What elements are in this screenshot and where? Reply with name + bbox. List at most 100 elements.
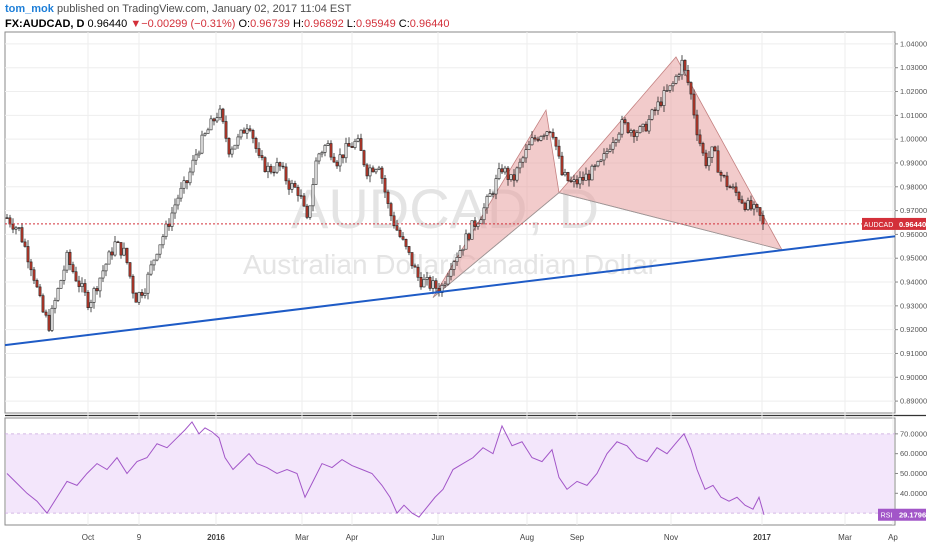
candle-up [530,137,534,146]
candle-down [386,191,390,204]
symbol-tag: AUDCAD [864,222,894,229]
candle-up [638,126,642,134]
candle-down [404,239,408,247]
candle-up [194,154,198,161]
candle-up [677,74,681,77]
candle-up [485,196,489,209]
candle-down [398,229,402,237]
candle-down [407,246,411,253]
candle-up [617,133,621,141]
candle-down [95,288,99,292]
candle-up [164,223,168,237]
candle-down [68,251,72,266]
low-value: 0.95949 [355,18,396,30]
candle-down [224,121,228,139]
candle-down [419,277,423,288]
candle-up [620,119,624,135]
x-tick-label: Aug [520,533,534,542]
candle-down [587,173,591,181]
candle-up [206,129,210,134]
candle-down [134,292,138,303]
candle-up [230,148,234,155]
candle-up [236,136,240,146]
candle-down [260,155,264,158]
candle-down [500,168,504,173]
candle-up [80,283,84,287]
candle-up [746,200,750,210]
author-link[interactable]: tom_mok [5,3,54,15]
candle-down [659,101,663,106]
candle-up [98,277,102,292]
candle-up [455,256,459,263]
candle-up [353,140,357,148]
candle-down [119,242,123,256]
candle-down [185,180,189,184]
x-tick-label: Oct [82,533,95,542]
candle-up [137,292,141,303]
candle-up [605,151,609,154]
candle-up [170,212,174,227]
candle-up [14,227,18,230]
candle-up [596,160,600,167]
candle-up [470,220,474,240]
candle-down [347,143,351,147]
y-tick-label: 0.95000 [900,254,927,263]
candle-up [494,178,498,195]
candle-up [200,134,204,154]
candle-down [623,119,627,124]
y-tick-label: 1.00000 [900,135,927,144]
candle-down [140,292,144,296]
candle-up [50,307,54,331]
candle-up [317,153,321,162]
high-value: 0.96892 [303,18,344,30]
rsi-tick-label: 40.0000 [900,489,927,498]
candle-up [152,259,156,266]
candle-down [761,215,765,225]
candle-up [89,302,93,309]
candle-up [458,250,462,258]
candle-down [38,286,42,296]
candle-down [566,172,570,182]
candle-down [293,183,297,188]
candle-down [86,291,90,309]
candle-up [356,138,360,142]
candle-down [560,155,564,176]
candle-down [269,165,273,173]
candle-down [695,114,699,136]
trendline [4,235,896,347]
rsi-pane-frame [4,417,896,526]
candle-down [395,225,399,231]
candle-down [704,152,708,167]
candle-down [692,93,696,116]
candle-up [647,119,651,132]
candle-down [116,241,120,243]
candle-down [20,227,24,243]
candle-up [710,146,714,158]
last-price-tag: 0.96440 [899,220,926,229]
candle-up [518,161,522,169]
candle-up [101,270,105,279]
candle-up [539,136,543,141]
candle-down [302,195,306,207]
candle-down [632,130,636,137]
candle-down [434,280,438,289]
ohlc-legend: FX:AUDCAD, D 0.96440 ▼−0.00299 (−0.31%) … [5,17,925,32]
candle-up [656,101,660,111]
candle-up [641,123,645,127]
candle-down [272,171,276,174]
candle-up [203,133,207,136]
candle-up [680,59,684,76]
candle-down [686,69,690,83]
candle-up [377,167,381,170]
candle-down [698,134,702,144]
publish-info: tom_mok published on TradingView.com, Ja… [5,2,925,17]
candle-up [146,273,150,294]
candle-down [212,118,216,122]
candle-down [131,275,135,294]
candle-down [284,166,288,182]
candle-up [671,83,675,87]
candle-up [323,145,327,153]
candle-up [182,180,186,189]
candle-down [689,82,693,95]
